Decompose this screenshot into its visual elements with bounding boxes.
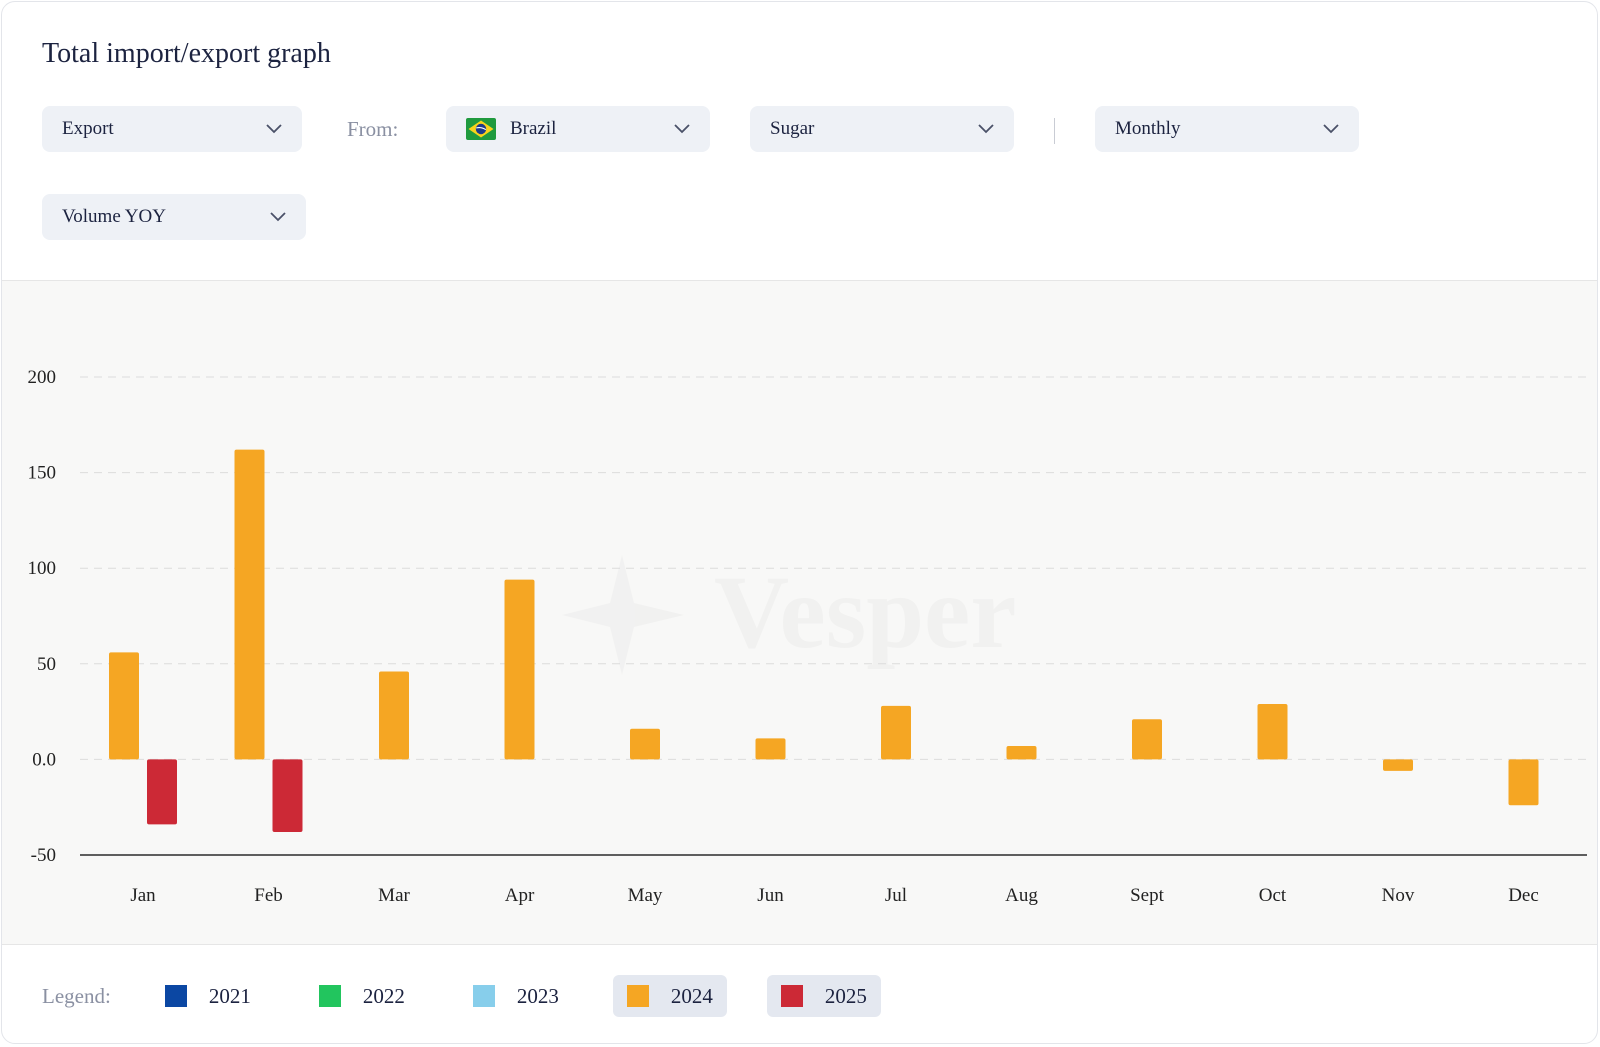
x-tick-label: Jul bbox=[885, 885, 907, 906]
chevron-down-icon bbox=[674, 124, 690, 134]
y-tick-label: 0.0 bbox=[32, 749, 56, 770]
legend-items: 2021 2022 2023 2024 2025 bbox=[151, 975, 921, 1017]
legend-item-label: 2025 bbox=[824, 983, 867, 1008]
legend-swatch bbox=[472, 985, 495, 1007]
x-tick-label: Sept bbox=[1130, 885, 1165, 906]
commodity-dropdown[interactable]: Sugar bbox=[750, 106, 1014, 152]
commodity-dropdown-value: Sugar bbox=[770, 118, 815, 139]
x-tick-label: Aug bbox=[1005, 885, 1038, 906]
gridlines bbox=[80, 376, 1587, 856]
star-logo-icon bbox=[562, 555, 684, 675]
bars bbox=[109, 449, 1539, 833]
bar-chart: Vesper -50 0.0 50 100 150 200 Jan Feb Mar Apr May… bbox=[28, 367, 1587, 906]
legend-label: Legend: bbox=[42, 983, 111, 1008]
chevron-down-icon bbox=[1323, 124, 1339, 134]
bar-2024-jul[interactable] bbox=[881, 705, 911, 760]
legend-item-2025[interactable]: 2025 bbox=[766, 975, 881, 1017]
x-tick-label: May bbox=[628, 885, 663, 906]
brazil-flag-icon bbox=[466, 118, 496, 140]
x-tick-label: Apr bbox=[505, 885, 535, 906]
bar-2024-sept[interactable] bbox=[1132, 719, 1162, 760]
filter-separator bbox=[1054, 118, 1055, 144]
legend-item-2023[interactable]: 2023 bbox=[459, 975, 573, 1017]
chart-area: Vesper -50 0.0 50 100 150 200 Jan Feb Mar Apr May… bbox=[2, 280, 1597, 945]
bar-2024-feb[interactable] bbox=[234, 449, 265, 760]
x-tick-label: Jun bbox=[757, 885, 784, 906]
period-dropdown-value: Monthly bbox=[1115, 118, 1181, 139]
y-tick-label: 50 bbox=[37, 654, 56, 675]
x-tick-label: Oct bbox=[1259, 885, 1287, 906]
y-tick-label: 150 bbox=[28, 463, 57, 484]
bar-2025-feb[interactable] bbox=[272, 759, 303, 833]
page-title: Total import/export graph bbox=[42, 38, 331, 69]
legend-item-2021[interactable]: 2021 bbox=[151, 975, 265, 1017]
flow-dropdown-value: Export bbox=[62, 118, 114, 139]
legend-item-2024[interactable]: 2024 bbox=[612, 975, 727, 1017]
legend-item-label: 2021 bbox=[208, 983, 251, 1008]
bar-2024-jan[interactable] bbox=[109, 652, 139, 760]
country-dropdown[interactable]: Brazil bbox=[446, 106, 710, 152]
metric-dropdown[interactable]: Volume YOY bbox=[42, 194, 306, 240]
chevron-down-icon bbox=[978, 124, 994, 134]
bar-2024-dec[interactable] bbox=[1508, 759, 1539, 806]
flow-dropdown[interactable]: Export bbox=[42, 106, 302, 152]
bar-2025-jan[interactable] bbox=[147, 759, 177, 825]
bar-2024-jun[interactable] bbox=[755, 738, 786, 760]
from-label: From: bbox=[347, 117, 399, 141]
bar-2024-aug[interactable] bbox=[1006, 746, 1037, 760]
legend-item-label: 2022 bbox=[362, 983, 405, 1008]
y-tick-label: -50 bbox=[31, 845, 56, 866]
bar-2024-mar[interactable] bbox=[379, 671, 409, 760]
bar-2024-may[interactable] bbox=[630, 728, 660, 760]
legend-swatch bbox=[164, 985, 187, 1007]
bar-2024-apr[interactable] bbox=[504, 579, 535, 760]
x-tick-label: Feb bbox=[254, 885, 283, 906]
x-tick-label: Dec bbox=[1508, 885, 1539, 906]
chevron-down-icon bbox=[266, 124, 282, 134]
y-axis: -50 0.0 50 100 150 200 bbox=[28, 367, 57, 866]
y-tick-label: 100 bbox=[28, 558, 57, 579]
x-tick-label: Nov bbox=[1382, 885, 1415, 906]
legend-swatch bbox=[318, 985, 341, 1007]
country-dropdown-value: Brazil bbox=[510, 118, 557, 139]
legend-swatch bbox=[780, 985, 803, 1007]
legend-item-label: 2023 bbox=[516, 983, 559, 1008]
x-tick-label: Jan bbox=[130, 885, 156, 906]
bar-2024-oct[interactable] bbox=[1257, 703, 1288, 760]
vesper-watermark: Vesper bbox=[562, 555, 1016, 675]
chevron-down-icon bbox=[270, 212, 286, 222]
period-dropdown[interactable]: Monthly bbox=[1095, 106, 1359, 152]
watermark-text: Vesper bbox=[714, 555, 1016, 670]
metric-dropdown-value: Volume YOY bbox=[62, 206, 166, 227]
bar-2024-nov[interactable] bbox=[1383, 759, 1413, 771]
y-tick-label: 200 bbox=[28, 367, 57, 388]
legend-swatch bbox=[626, 985, 649, 1007]
legend-item-label: 2024 bbox=[670, 983, 713, 1008]
legend: Legend: 2021 2022 2023 2024 2025 bbox=[42, 974, 921, 1018]
x-tick-label: Mar bbox=[378, 885, 410, 906]
x-axis: Jan Feb Mar Apr May Jun Jul Aug Sept Oct Nov Dec bbox=[130, 885, 1538, 906]
legend-item-2022[interactable]: 2022 bbox=[305, 975, 419, 1017]
